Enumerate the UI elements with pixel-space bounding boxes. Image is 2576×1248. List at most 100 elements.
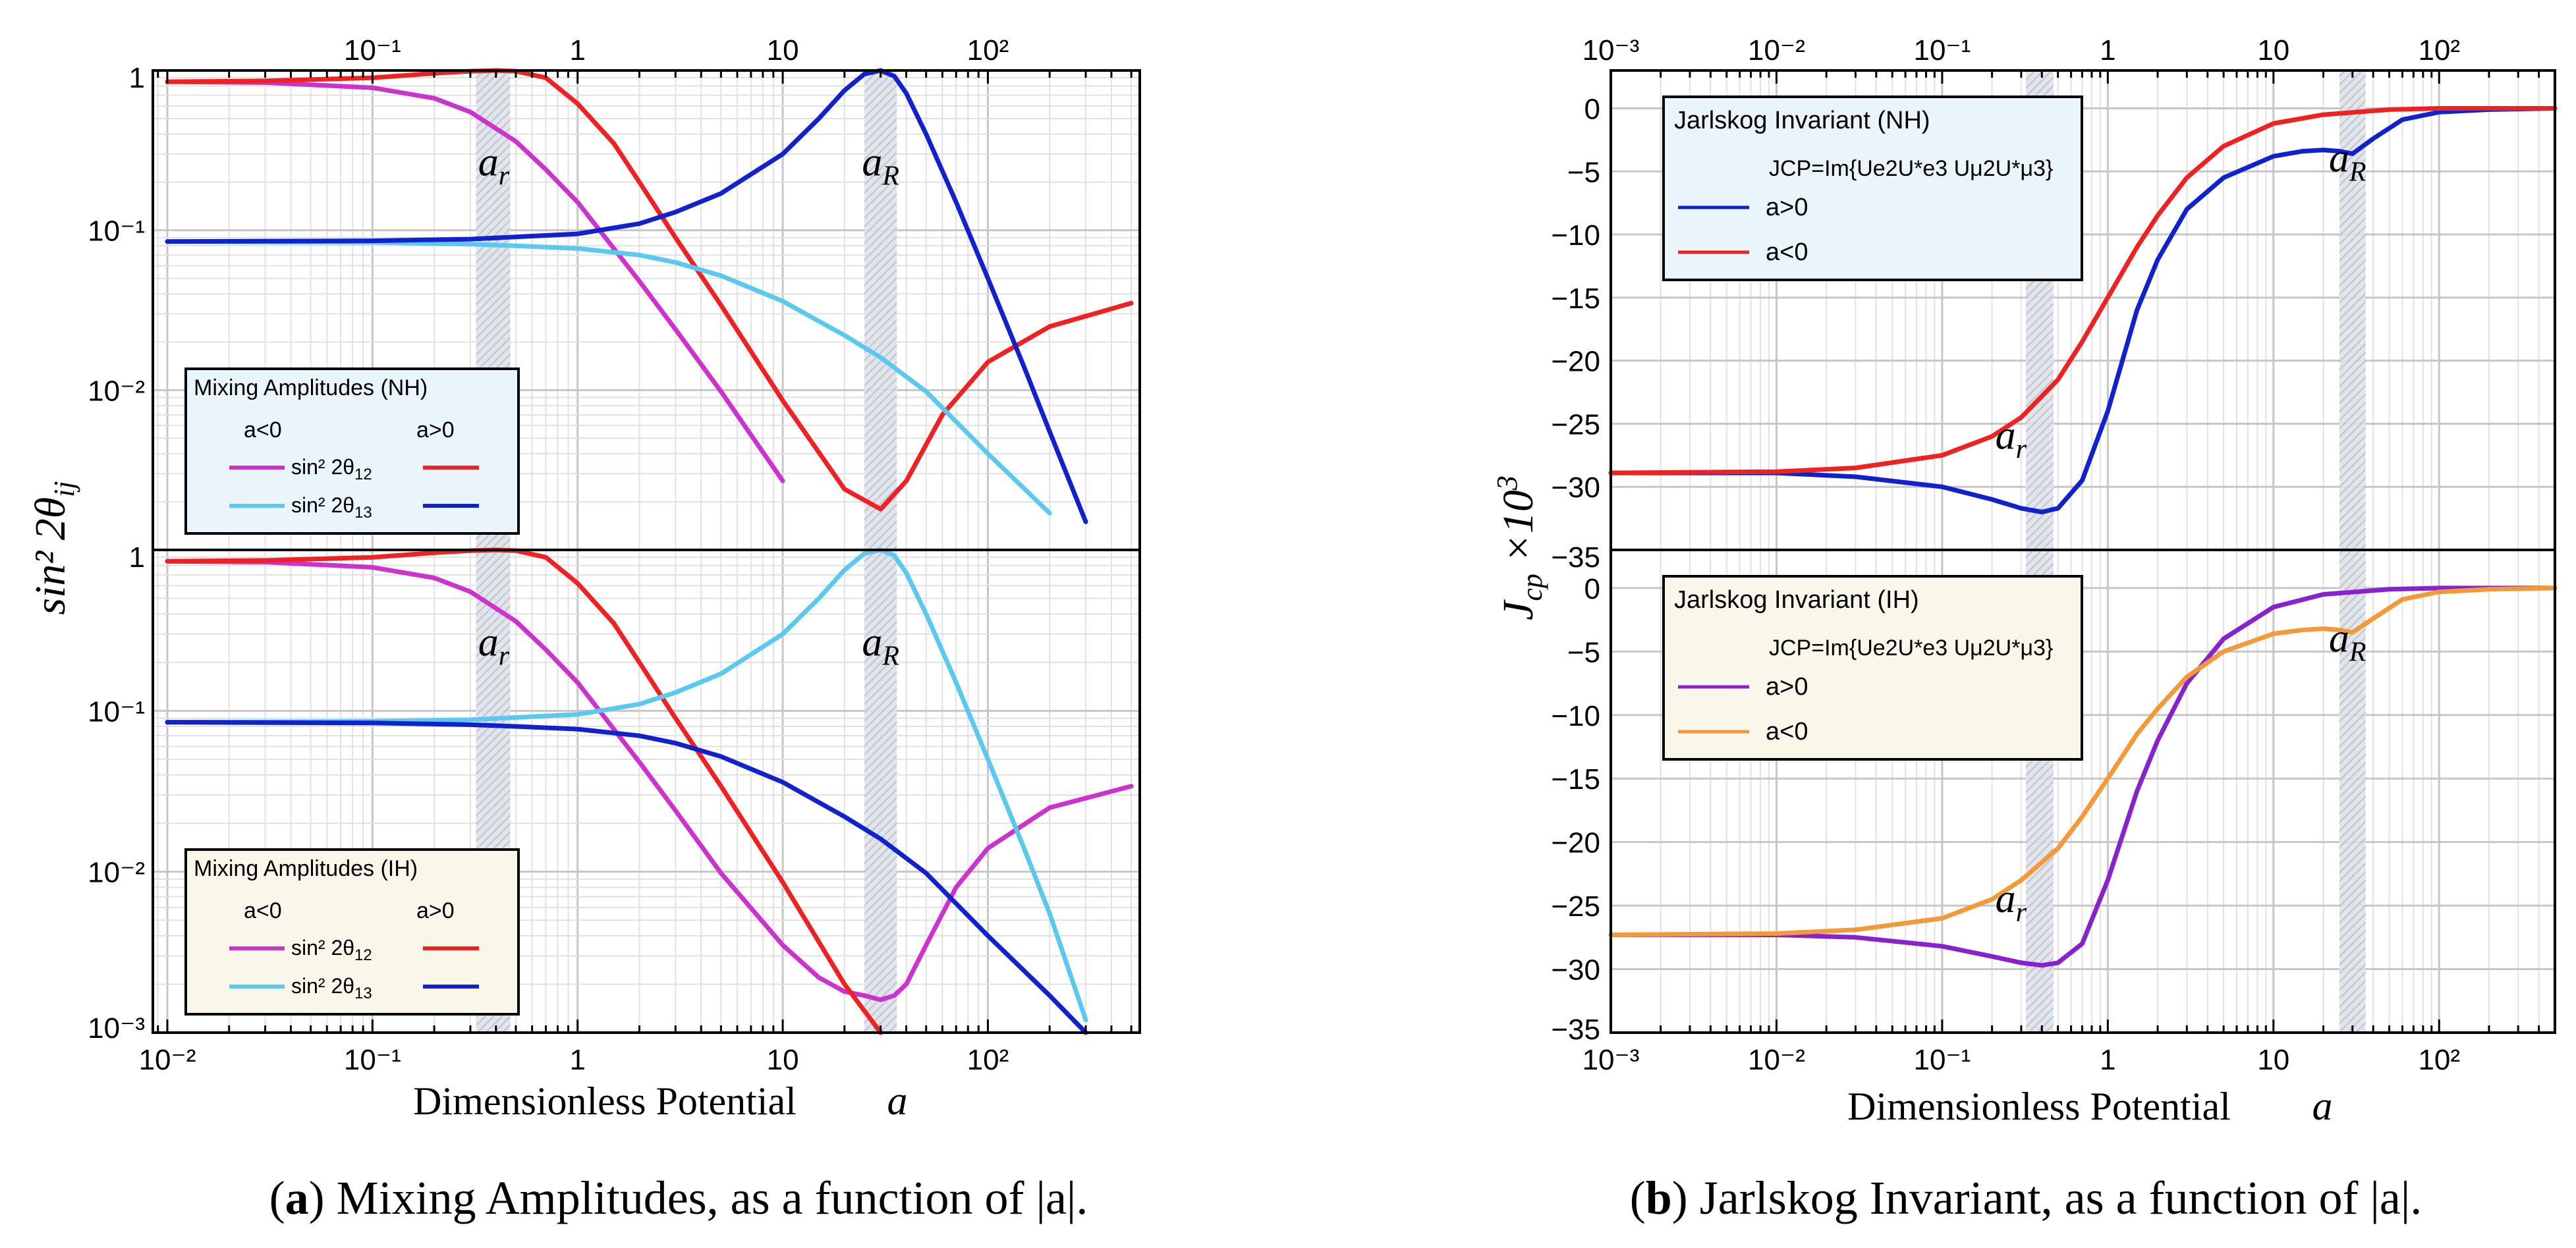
panel0-ytick-label: 1: [129, 62, 145, 94]
panel1-annotation-sub: R: [882, 641, 899, 672]
panel1-ytick-label: 1: [129, 541, 145, 574]
panel0-series-1: [165, 68, 1134, 512]
right-x-axis-label: Dimensionless Potential: [1847, 1085, 2231, 1128]
panel2-ytick-label: −5: [1567, 156, 1600, 188]
caption-right-text: ) Jarlskog Invariant, as a function of |…: [1672, 1172, 2422, 1224]
panel2-top-tick-label: 10²: [2418, 34, 2460, 67]
panel2-legend-entry-label: a<0: [1766, 238, 1808, 266]
panel3-series-1: [1608, 585, 2558, 937]
panel3-ytick-label: −15: [1551, 763, 1600, 796]
panel0-legend-title: Mixing Amplitudes (NH): [194, 375, 428, 400]
panel0-legend-row-sub: 12: [354, 466, 372, 483]
panel1-annotation-sub: r: [499, 641, 510, 672]
left-y-axis-label: sin² 2θij: [26, 481, 80, 614]
panel1-series-2: [165, 547, 1088, 1023]
panel2-ytick-label: −10: [1551, 219, 1600, 252]
panel1-annotation-a-R: aR: [862, 620, 899, 672]
caption-left-text: ) Mixing Amplitudes, as a function of |a…: [309, 1172, 1088, 1224]
panel3-ytick-label: −10: [1551, 700, 1600, 732]
panel3-xtick-label: 10⁻³: [1582, 1044, 1640, 1076]
panel1-legend-title: Mixing Amplitudes (IH): [194, 856, 418, 881]
panel0-legend-col-left: a<0: [244, 418, 282, 443]
panel3-ytick-label: −35: [1551, 1014, 1600, 1046]
panel2-top-tick-label: 10⁻¹: [1913, 34, 1971, 67]
panel2-ytick-label: −35: [1551, 541, 1600, 574]
panel3-legend-entry-label: a<0: [1766, 718, 1808, 746]
panel3-legend-formula: JCP=Im{Ue2U*e3 Uμ2U*μ3}: [1769, 636, 2053, 661]
panel1-legend-row-sub: 12: [354, 946, 372, 964]
panel1-ytick-label: 10⁻³: [88, 1012, 145, 1045]
panel1-series-3: [165, 720, 1088, 1035]
panel1-legend-col-left: a<0: [244, 898, 282, 923]
panel1-ytick-label: 10⁻¹: [88, 695, 145, 728]
panel3-xtick-label: 10²: [2418, 1044, 2460, 1076]
panel3-annotation-sub: r: [2016, 898, 2027, 928]
panel3-xtick-label: 10⁻²: [1748, 1044, 1805, 1076]
panel2-top-tick-label: 10: [2257, 34, 2289, 67]
panel3-ytick-label: 0: [1584, 573, 1600, 605]
panel0-series-2: [165, 239, 1052, 516]
panel2-top-tick-label: 1: [2100, 34, 2115, 67]
caption-left: (a) Mixing Amplitudes, as a function of …: [269, 1172, 1088, 1224]
panel2-series-1: [1608, 106, 2558, 475]
panel2-top-tick-label: 10⁻³: [1582, 34, 1640, 67]
panel1-xtick-label: 10: [767, 1044, 799, 1076]
caption-left-label: a: [285, 1172, 309, 1224]
panel1-series-0: [165, 558, 1134, 1002]
panel0-top-tick-label: 10: [767, 34, 799, 67]
panel1-legend-col-right: a>0: [416, 898, 455, 923]
panel3-ytick-label: −20: [1551, 827, 1600, 859]
panel2-annotation-sub: r: [2016, 435, 2027, 465]
panel1-ytick-label: 10⁻²: [88, 857, 145, 889]
panel2-legend-box: [1662, 95, 2083, 281]
panel0-legend-row-label: sin² 2θ12: [291, 455, 372, 483]
right-x-axis-symbol: a: [2312, 1084, 2333, 1129]
left-x-axis-symbol: a: [887, 1079, 908, 1124]
panel0-top-tick-label: 10⁻¹: [344, 34, 401, 67]
panel3-ytick-label: −30: [1551, 954, 1600, 987]
panel2-ytick-label: −25: [1551, 408, 1600, 441]
panel3-legend-entry-label: a>0: [1766, 673, 1808, 701]
panel2-annotation-a-r: ar: [1996, 414, 2027, 465]
panel3-annotation-sub: R: [2349, 637, 2366, 667]
panel1-frame: [152, 549, 1141, 1034]
panel3-xtick-label: 1: [2100, 1044, 2115, 1076]
panel1-series-1: [165, 547, 883, 1035]
left-x-axis-label: Dimensionless Potential: [413, 1079, 797, 1123]
panel3-ytick-label: −25: [1551, 890, 1600, 923]
panel3-annotation-a-r: ar: [1996, 877, 2027, 928]
panel2-legend-formula: JCP=Im{Ue2U*e3 Uμ2U*μ3}: [1769, 156, 2053, 181]
panel0-band-a-R: [864, 70, 897, 550]
panel0-series-0: [165, 79, 785, 483]
panel1-legend-row-label: sin² 2θ13: [291, 974, 372, 1002]
panel0-legend-row-sub: 13: [354, 504, 372, 522]
panel0-top-tick-label: 10²: [967, 34, 1009, 67]
panel3-ytick-label: −5: [1567, 636, 1600, 668]
panel2-legend-title: Jarlskog Invariant (NH): [1674, 107, 1930, 134]
panel1-xtick-label: 1: [569, 1044, 585, 1076]
right-y-axis-label: Jcp ×103: [1491, 475, 1548, 620]
panel3-xtick-label: 10⁻¹: [1913, 1044, 1971, 1076]
panel3-xtick-label: 10: [2257, 1044, 2289, 1076]
panel2-top-tick-label: 10⁻²: [1748, 34, 1805, 67]
panel0-series-3: [165, 68, 1088, 524]
panel2-ytick-label: −30: [1551, 472, 1600, 504]
panel3-series-0: [1608, 585, 2558, 968]
panel2-series-0: [1608, 106, 2558, 514]
panel0-legend-col-right: a>0: [416, 418, 455, 443]
panel1-legend-row-sub: 13: [354, 985, 372, 1002]
panel0-ytick-label: 10⁻²: [88, 375, 145, 407]
panel2-legend-entry-label: a>0: [1766, 194, 1808, 221]
panel3-legend-title: Jarlskog Invariant (IH): [1674, 586, 1919, 614]
panel2-ytick-label: −15: [1551, 283, 1600, 315]
panel0-annotation-sub: r: [499, 161, 510, 192]
caption-right-label: b: [1646, 1172, 1672, 1224]
panel3-legend-box: [1662, 575, 2083, 761]
panel1-legend-row-label: sin² 2θ12: [291, 936, 372, 964]
panel2-ytick-label: 0: [1584, 93, 1600, 125]
panel0-ytick-label: 10⁻¹: [88, 215, 145, 248]
panel1-band-a-R: [864, 550, 897, 1033]
panel1-xtick-label: 10⁻¹: [344, 1044, 401, 1076]
panel1-xtick-label: 10²: [967, 1044, 1009, 1076]
